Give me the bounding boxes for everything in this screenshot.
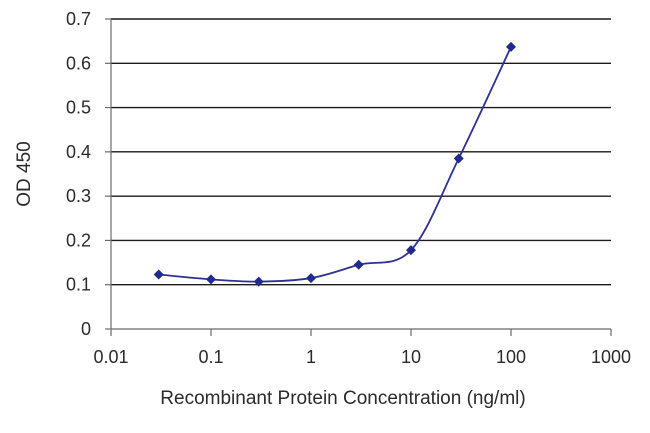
grid-lines [111, 18, 611, 286]
data-point [153, 269, 164, 280]
data-point [406, 245, 416, 256]
x-tick-label: 100 [496, 347, 526, 367]
data-point [453, 153, 464, 164]
x-tick-label: 1 [306, 347, 316, 367]
data-point [306, 273, 316, 284]
x-tick-labels: 0.01 0.1 1 10 100 1000 [93, 347, 631, 367]
y-axis-label: OD 450 [14, 141, 35, 206]
data-point [506, 41, 516, 52]
axes [105, 18, 612, 336]
y-tick-label: 0.2 [66, 230, 91, 250]
data-point [353, 259, 364, 270]
y-tick-label: 0.1 [66, 275, 91, 295]
data-point [206, 274, 216, 285]
y-tick-label: 0.5 [66, 98, 91, 118]
x-tick-label: 1000 [591, 347, 631, 367]
y-tick-label: 0.7 [66, 9, 91, 29]
data-point [253, 276, 264, 287]
x-tick-label: 0.01 [93, 347, 128, 367]
y-tick-label: 0.4 [66, 142, 91, 162]
series [153, 41, 516, 287]
y-tick-labels: 0 0.1 0.2 0.3 0.4 0.5 0.6 0.7 [66, 9, 91, 339]
y-tick-label: 0.3 [66, 186, 91, 206]
y-tick-label: 0 [81, 319, 91, 339]
x-tick-label: 10 [401, 347, 421, 367]
y-tick-label: 0.6 [66, 53, 91, 73]
series-line [158, 46, 512, 283]
x-axis-label: Recombinant Protein Concentration (ng/ml… [160, 388, 525, 409]
x-tick-label: 0.1 [198, 347, 223, 367]
